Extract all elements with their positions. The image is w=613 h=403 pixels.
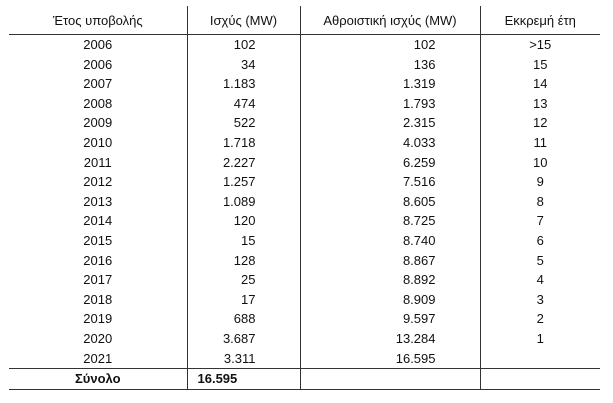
cell-pending-years: 8 [536, 193, 544, 209]
table-row: 2009 522 2.315 12 [9, 113, 600, 133]
total-row: Σύνολο 16.595 [9, 368, 600, 390]
cell-capacity: 3.311 [187, 348, 301, 369]
cell-pending-years: 2 [536, 311, 544, 327]
cell-pending-years: 6 [536, 232, 544, 248]
cell-year: 2015 [9, 230, 188, 251]
cell-pending-years: >15 [529, 37, 552, 52]
table-header: Έτος υποβολής Ισχύς (MW) Αθροιστική ισχύ… [9, 6, 600, 35]
cell-capacity: 25 [187, 270, 301, 290]
table-row: 2010 1.718 4.033 11 [9, 132, 600, 153]
cell-year: 2006 [9, 34, 188, 55]
header-year: Έτος υποβολής [9, 6, 188, 35]
cell-pending-years: 4 [536, 272, 544, 288]
cell-pending-years: 10 [533, 154, 548, 170]
cell-capacity: 128 [187, 250, 301, 271]
cell-cumulative-capacity: 102 [300, 34, 481, 55]
header-cumulative-capacity: Αθροιστική ισχύς (MW) [300, 6, 481, 35]
cell-cumulative-capacity: 1.319 [300, 74, 481, 94]
cell-year: 2021 [9, 348, 188, 369]
cell-capacity: 688 [187, 309, 301, 329]
cell-cumulative-capacity: 8.725 [300, 211, 481, 231]
cell-year: 2012 [9, 172, 188, 192]
cell-cumulative-capacity: 9.597 [300, 309, 481, 329]
cell-capacity: 3.687 [187, 328, 301, 349]
header-capacity: Ισχύς (MW) [187, 6, 301, 35]
cell-capacity: 1.089 [187, 191, 301, 212]
cell-year: 2013 [9, 191, 188, 212]
cell-capacity: 15 [187, 230, 301, 251]
cell-pending-years: 5 [536, 252, 544, 268]
table-row: 2018 17 8.909 3 [9, 289, 600, 310]
cell-capacity: 2.227 [187, 152, 301, 173]
cell-cumulative-capacity: 2.315 [300, 113, 481, 133]
cell-capacity: 474 [187, 93, 301, 114]
table-footer: Σύνολο 16.595 [9, 368, 600, 390]
cell-capacity: 102 [187, 34, 301, 55]
table-row: 2020 3.687 13.284 1 [9, 328, 600, 349]
cell-cumulative-capacity: 1.793 [300, 93, 481, 114]
cell-year: 2011 [9, 152, 188, 173]
table-row: 2013 1.089 8.605 8 [9, 191, 600, 212]
cell-capacity: 1.257 [187, 172, 301, 192]
table-row: 2019 688 9.597 2 [9, 309, 600, 329]
table-row: 2007 1.183 1.319 14 [9, 74, 600, 94]
cell-pending-years: 13 [533, 95, 548, 111]
cell-cumulative-capacity: 4.033 [300, 132, 481, 153]
cell-capacity: 34 [187, 54, 301, 75]
cell-year: 2007 [9, 74, 188, 94]
header-row: Έτος υποβολής Ισχύς (MW) Αθροιστική ισχύ… [9, 6, 600, 35]
total-pending-cell [480, 368, 600, 390]
cell-cumulative-capacity: 13.284 [300, 328, 481, 349]
cell-pending-years [480, 349, 600, 369]
cell-cumulative-capacity: 8.909 [300, 289, 481, 310]
total-cumulative-cell [300, 368, 481, 390]
cell-capacity: 120 [187, 211, 301, 231]
cell-capacity: 1.718 [187, 132, 301, 153]
table-row: 2006 102 102 >15 [9, 34, 600, 55]
table-row: 2017 25 8.892 4 [9, 270, 600, 290]
cell-cumulative-capacity: 136 [300, 54, 481, 75]
cell-pending-years: 12 [533, 115, 548, 131]
table-row: 2006 34 136 15 [9, 54, 600, 75]
cell-year: 2016 [9, 250, 188, 271]
cell-year: 2014 [9, 211, 188, 231]
header-pending-years: Εκκρεμή έτη [480, 6, 600, 35]
cell-capacity: 1.183 [187, 74, 301, 94]
cell-cumulative-capacity: 8.605 [300, 191, 481, 212]
cell-cumulative-capacity: 7.516 [300, 172, 481, 192]
cell-year: 2020 [9, 328, 188, 349]
cell-pending-years: 9 [536, 174, 544, 190]
total-label: Σύνολο [9, 368, 188, 390]
cell-cumulative-capacity: 8.740 [300, 230, 481, 251]
capacity-table: Έτος υποβολής Ισχύς (MW) Αθροιστική ισχύ… [9, 6, 600, 390]
cell-cumulative-capacity: 16.595 [300, 348, 481, 369]
cell-capacity: 17 [187, 289, 301, 310]
cell-year: 2010 [9, 132, 188, 153]
table-body: 2006 102 102 >15 2006 34 136 15 2007 1.183 1.319 14… [9, 34, 600, 369]
cell-year: 2009 [9, 113, 188, 133]
cell-capacity: 522 [187, 113, 301, 133]
cell-pending-years: 11 [533, 134, 548, 150]
cell-pending-years: 14 [533, 76, 548, 92]
table-row: 2016 128 8.867 5 [9, 250, 600, 271]
cell-year: 2018 [9, 289, 188, 310]
cell-pending-years: 3 [536, 291, 544, 307]
cell-cumulative-capacity: 6.259 [300, 152, 481, 173]
cell-pending-years: 1 [536, 330, 544, 346]
table-row: 2012 1.257 7.516 9 [9, 172, 600, 192]
table-row: 2021 3.311 16.595 [9, 348, 600, 369]
table-row: 2014 120 8.725 7 [9, 211, 600, 231]
cell-year: 2019 [9, 309, 188, 329]
cell-pending-years: 7 [536, 213, 544, 229]
table-row: 2008 474 1.793 13 [9, 93, 600, 114]
cell-year: 2017 [9, 270, 188, 290]
table-row: 2011 2.227 6.259 10 [9, 152, 600, 173]
cell-cumulative-capacity: 8.892 [300, 270, 481, 290]
cell-pending-years: 15 [533, 56, 548, 72]
total-capacity: 16.595 [187, 368, 301, 390]
table-row: 2015 15 8.740 6 [9, 230, 600, 251]
cell-cumulative-capacity: 8.867 [300, 250, 481, 271]
cell-year: 2006 [9, 54, 188, 75]
cell-year: 2008 [9, 93, 188, 114]
